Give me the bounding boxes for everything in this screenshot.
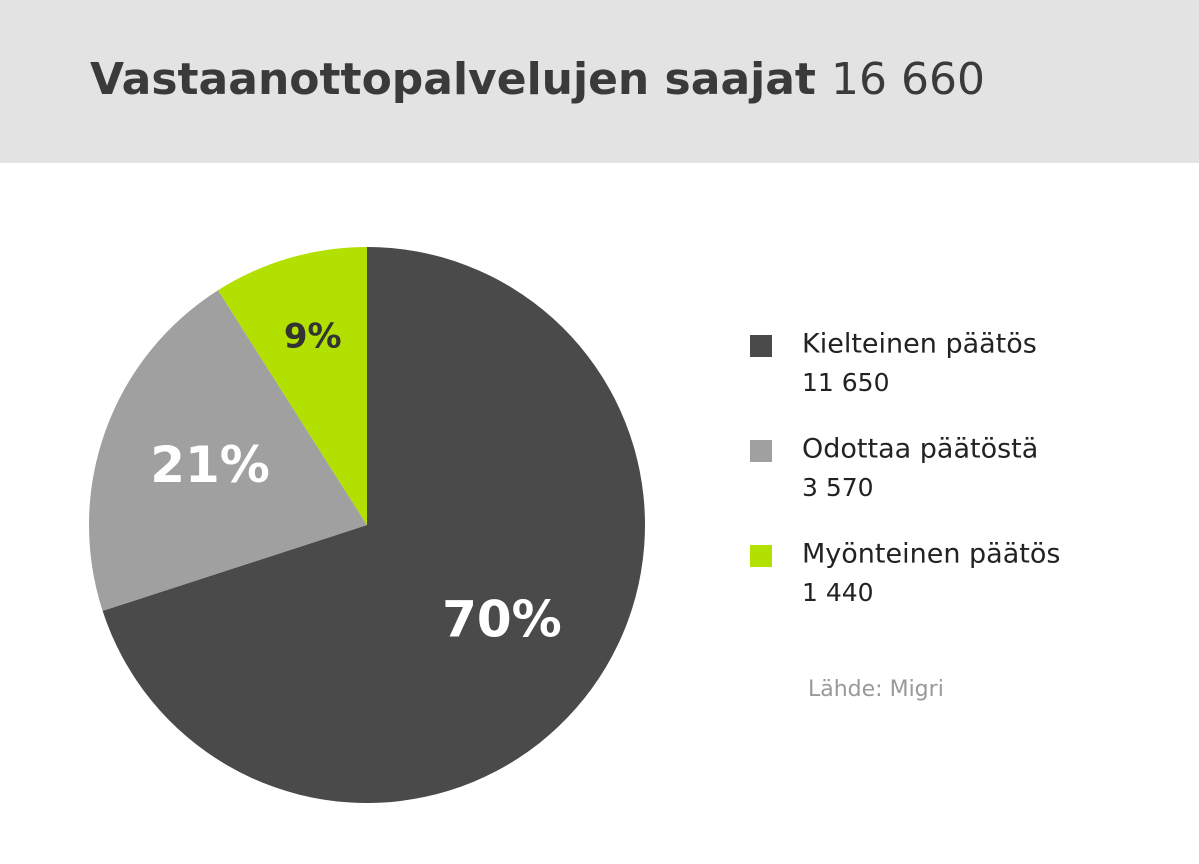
legend-count: 1 440	[802, 578, 874, 607]
legend-count: 3 570	[802, 473, 874, 502]
pie-slice	[218, 247, 367, 525]
legend-swatch	[750, 335, 772, 357]
slice-label: 70%	[442, 591, 562, 649]
header-band	[0, 0, 1199, 163]
legend-count: 11 650	[802, 368, 889, 397]
title: Vastaanottopalvelujen saajat	[90, 54, 816, 105]
source: Lähde: Migri	[808, 677, 944, 702]
legend-label: Kielteinen päätös	[802, 329, 1037, 360]
legend-swatch	[750, 545, 772, 567]
slice-label: 9%	[284, 317, 342, 357]
slice-label: 21%	[150, 436, 270, 494]
legend-label: Myönteinen päätös	[802, 539, 1060, 570]
legend-label: Odottaa päätöstä	[802, 434, 1038, 465]
legend-swatch	[750, 440, 772, 462]
chart-title: Vastaanottopalvelujen saajat 16 660	[90, 54, 985, 105]
pie-slice	[89, 290, 368, 611]
pie-slice	[102, 247, 646, 803]
total: 16 660	[831, 54, 985, 105]
